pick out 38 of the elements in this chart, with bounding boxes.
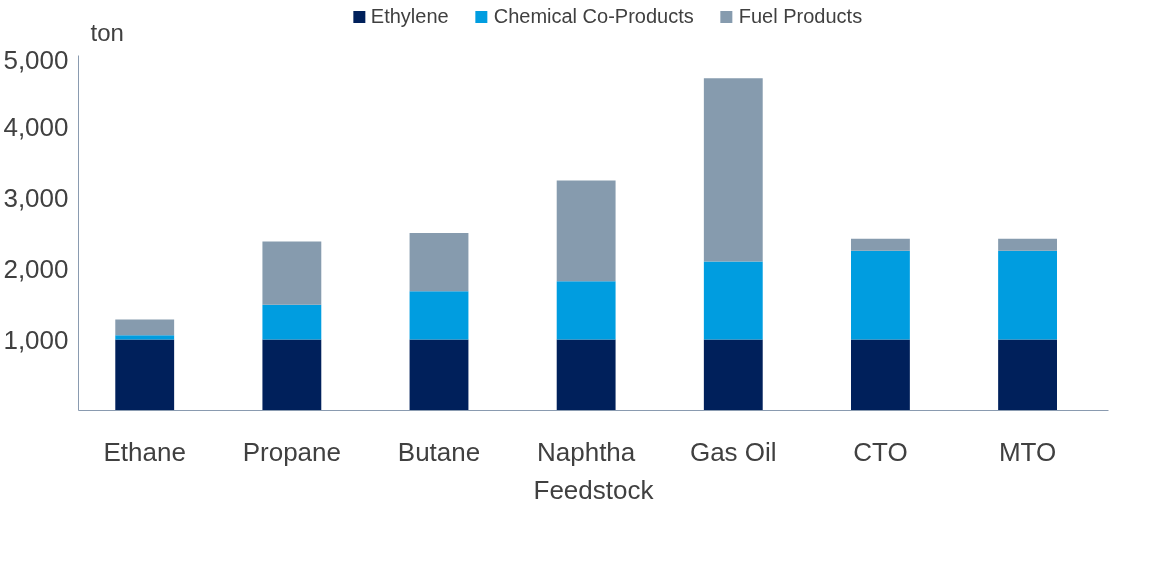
y-tick-label: 5,000 — [3, 44, 69, 75]
bar — [851, 250, 910, 340]
bar — [115, 319, 175, 336]
bar — [556, 281, 616, 340]
bar — [409, 339, 469, 411]
x-tick-label: Naphtha — [536, 436, 636, 467]
x-tick-label: MTO — [998, 436, 1057, 467]
legend-label: Ethylene — [370, 5, 449, 28]
bar — [998, 250, 1057, 340]
x-tick-label: CTO — [853, 436, 908, 467]
bar — [703, 78, 763, 262]
y-tick-label: 4,000 — [3, 111, 69, 142]
bar — [556, 180, 616, 282]
y-tick-label: 1,000 — [3, 324, 69, 355]
bar — [998, 339, 1057, 411]
y-tick-label: 3,000 — [3, 182, 69, 213]
x-tick-label: Gas Oil — [689, 436, 777, 467]
bar — [998, 238, 1057, 251]
bar — [262, 241, 322, 305]
x-tick-label: Ethane — [103, 436, 186, 467]
bar — [556, 339, 616, 411]
bar — [262, 304, 322, 340]
bar — [115, 339, 175, 411]
bar — [851, 238, 910, 251]
x-tick-label: Propane — [242, 436, 342, 467]
x-tick-label: Butane — [397, 436, 481, 467]
legend-label: Chemical Co-Products — [493, 5, 694, 28]
bar — [262, 339, 322, 411]
bar — [409, 291, 469, 340]
x-axis-title: Feedstock — [533, 474, 655, 505]
bar — [703, 339, 763, 411]
bar — [703, 261, 763, 340]
bar — [115, 335, 175, 340]
y-axis-title: ton — [90, 18, 124, 46]
bar — [851, 339, 910, 411]
legend-label: Fuel Products — [738, 5, 863, 28]
y-tick-label: 2,000 — [3, 253, 69, 284]
bar — [409, 233, 469, 292]
